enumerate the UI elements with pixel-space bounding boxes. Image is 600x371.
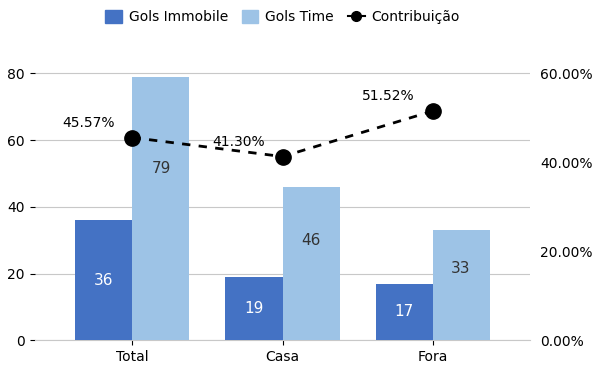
Bar xyxy=(433,230,490,340)
Text: 19: 19 xyxy=(244,301,263,316)
Text: 46: 46 xyxy=(301,233,320,248)
Bar xyxy=(133,77,190,340)
Text: 45.57%: 45.57% xyxy=(62,115,115,129)
Text: 17: 17 xyxy=(394,305,413,319)
Text: 79: 79 xyxy=(151,161,170,177)
Text: 36: 36 xyxy=(94,273,114,288)
Bar xyxy=(226,277,283,340)
Text: 41.30%: 41.30% xyxy=(212,135,265,148)
Bar xyxy=(283,187,340,340)
Bar xyxy=(76,220,133,340)
Bar xyxy=(376,283,433,340)
Legend: Gols Immobile, Gols Time, Contribuição: Gols Immobile, Gols Time, Contribuição xyxy=(100,5,466,30)
Text: 33: 33 xyxy=(451,261,471,276)
Text: 51.52%: 51.52% xyxy=(362,89,415,103)
